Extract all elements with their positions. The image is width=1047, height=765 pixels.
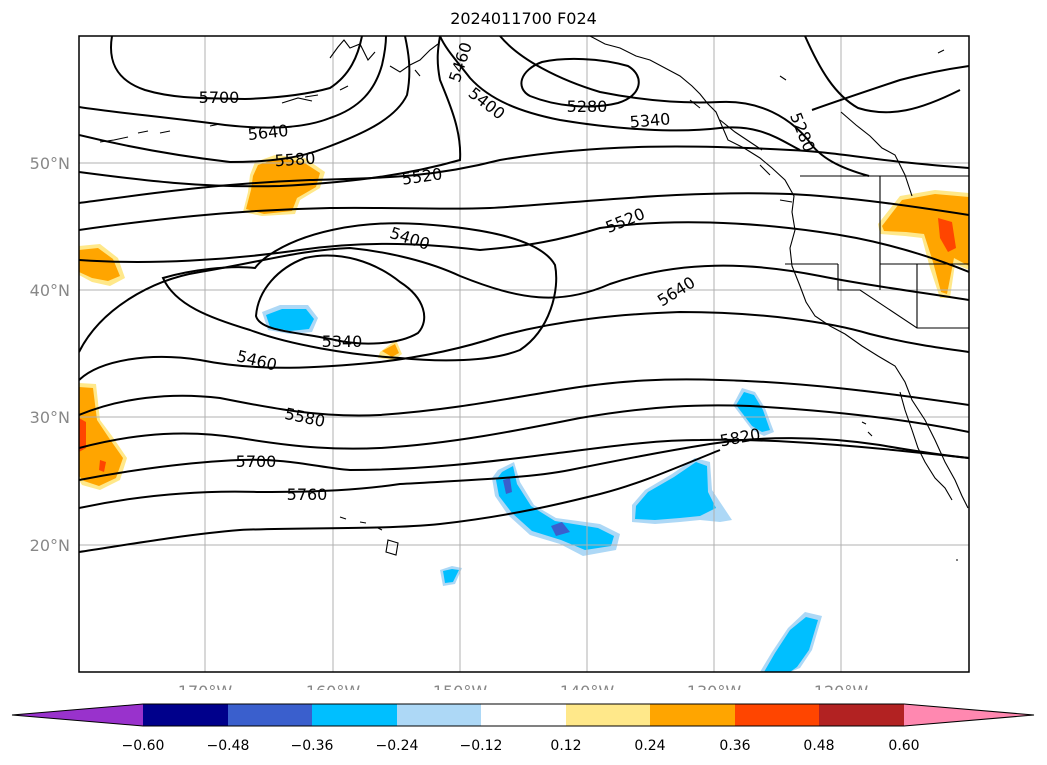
lon-label: 130°W [687, 682, 742, 690]
lat-label: 50°N [30, 154, 70, 173]
negative-shading [262, 305, 822, 672]
map-panel: 5700 5640 5580 5520 5460 5400 5280 5340 … [30, 35, 970, 690]
contour-label: 5400 [388, 223, 433, 254]
latitude-labels: 50°N 40°N 30°N 20°N [30, 154, 70, 555]
colorbar-tick: 0.36 [719, 738, 750, 754]
colorbar-segment [481, 704, 566, 726]
lat-label: 20°N [30, 536, 70, 555]
colorbar-segment [312, 704, 397, 726]
colorbar-segment [228, 704, 312, 726]
colorbar-segments [12, 704, 1034, 726]
contour-label: 5340 [322, 332, 363, 351]
contour-label: 5580 [283, 404, 327, 431]
colorbar-tick: 0.24 [634, 738, 665, 754]
lat-label: 30°N [30, 408, 70, 427]
contour-label: 5520 [401, 164, 444, 188]
colorbar-tick: 0.60 [888, 738, 919, 754]
contour-label: 5820 [718, 425, 761, 451]
contour-label: 5460 [445, 40, 476, 85]
lon-label: 160°W [306, 682, 361, 690]
contour-label: 5640 [654, 273, 699, 311]
lon-label: 120°W [814, 682, 869, 690]
contour-label: 5280 [567, 97, 608, 116]
colorbar-extend-low [12, 704, 143, 726]
colorbar-segment [735, 704, 819, 726]
colorbar-tick: 0.48 [803, 738, 834, 754]
colorbar-tick: −0.36 [291, 738, 334, 754]
contour-label: 5760 [287, 485, 328, 504]
contour-label: 5580 [274, 149, 316, 171]
map-title: 2024011700 F024 [450, 9, 597, 28]
contour-label: 5640 [247, 121, 289, 144]
colorbar-tick: −0.60 [122, 738, 165, 754]
colorbar-segment [566, 704, 650, 726]
contour-label: 5400 [465, 83, 509, 123]
contour-label: 5280 [786, 110, 819, 155]
colorbar-tick: 0.12 [550, 738, 581, 754]
contour-labels: 5700 5640 5580 5520 5460 5400 5280 5340 … [199, 40, 819, 504]
map-frame [78, 35, 970, 673]
colorbar-segment [819, 704, 904, 726]
colorbar-extend-high [904, 704, 1034, 726]
positive-shading [79, 155, 969, 490]
colorbar-segment [143, 704, 228, 726]
colorbar-tick: −0.48 [207, 738, 250, 754]
lon-label: 170°W [178, 682, 233, 690]
colorbar-tick: −0.12 [460, 738, 503, 754]
shaded-fields [79, 155, 969, 672]
colorbar-ticks: −0.60 −0.48 −0.36 −0.24 −0.12 0.12 0.24 … [122, 738, 920, 754]
gridlines [79, 36, 969, 672]
contour-label: 5700 [236, 452, 277, 471]
lon-label: 150°W [433, 682, 488, 690]
colorbar-outline [11, 703, 1035, 727]
lat-label: 40°N [30, 281, 70, 300]
colorbar-segment [650, 704, 735, 726]
contour-label: 5700 [199, 88, 240, 107]
colorbar-tick: −0.24 [376, 738, 419, 754]
contour-label: 5340 [629, 109, 671, 131]
colorbar-segment [397, 704, 481, 726]
longitude-labels: 170°W 160°W 150°W 140°W 130°W 120°W [178, 682, 869, 690]
contour-lines [79, 36, 969, 553]
lon-label: 140°W [560, 682, 615, 690]
contour-label: 5460 [235, 346, 279, 374]
contour-label: 5520 [603, 204, 648, 237]
